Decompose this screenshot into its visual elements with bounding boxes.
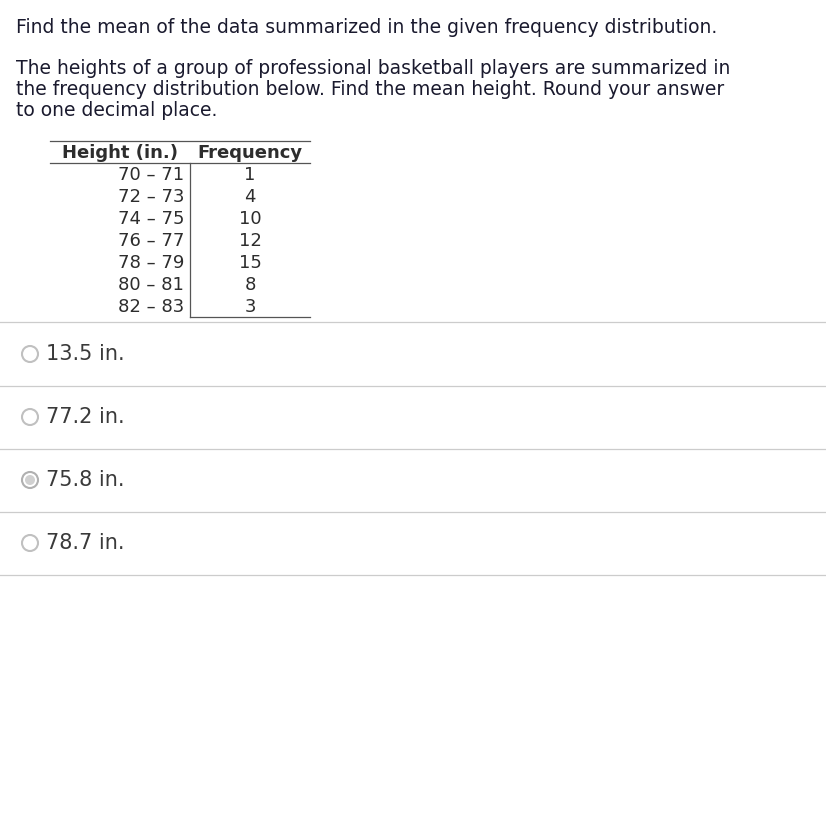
Text: 77.2 in.: 77.2 in. (46, 407, 125, 427)
Text: 74 – 75: 74 – 75 (117, 210, 184, 228)
Text: 72 – 73: 72 – 73 (117, 188, 184, 206)
Text: Height (in.): Height (in.) (62, 144, 178, 162)
Circle shape (25, 475, 35, 485)
Text: 78.7 in.: 78.7 in. (46, 533, 125, 553)
Text: 3: 3 (244, 298, 256, 316)
Text: 4: 4 (244, 188, 256, 206)
Text: 15: 15 (239, 254, 262, 272)
Text: 82 – 83: 82 – 83 (118, 298, 184, 316)
Text: 78 – 79: 78 – 79 (117, 254, 184, 272)
Text: to one decimal place.: to one decimal place. (16, 101, 217, 120)
Text: 8: 8 (244, 276, 256, 294)
Text: 80 – 81: 80 – 81 (118, 276, 184, 294)
Text: The heights of a group of professional basketball players are summarized in: The heights of a group of professional b… (16, 59, 730, 78)
Text: 1: 1 (244, 166, 256, 184)
Text: 13.5 in.: 13.5 in. (46, 344, 125, 364)
Text: Find the mean of the data summarized in the given frequency distribution.: Find the mean of the data summarized in … (16, 18, 717, 37)
Text: 70 – 71: 70 – 71 (118, 166, 184, 184)
Text: 12: 12 (239, 232, 262, 250)
Text: 10: 10 (239, 210, 261, 228)
Text: 76 – 77: 76 – 77 (117, 232, 184, 250)
Text: the frequency distribution below. Find the mean height. Round your answer: the frequency distribution below. Find t… (16, 80, 724, 99)
Text: 75.8 in.: 75.8 in. (46, 470, 125, 490)
Text: Frequency: Frequency (197, 144, 302, 162)
